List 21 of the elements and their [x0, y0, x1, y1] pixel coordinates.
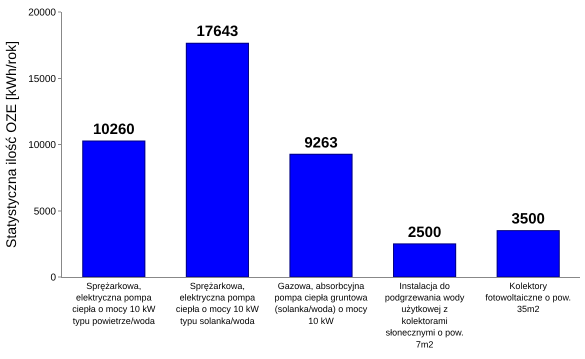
data-label: 17643 — [196, 23, 238, 40]
data-label: 10260 — [92, 121, 135, 138]
y-tick-label: 0 — [50, 272, 56, 284]
bar — [393, 243, 456, 277]
x-tick-label: Gazowa, absorbcyjna pompa ciepła gruntowa (solanka/woda) o mocy 10 kW — [274, 280, 368, 326]
y-tick-label: 20000 — [28, 8, 56, 18]
x-tick-label: Instalacja do podgrzewania wody użytkowej z kolektorami słonecznymi o pow. 7m2 — [384, 280, 465, 350]
y-tick-label: 5000 — [34, 206, 56, 218]
y-axis-title: Statystyczna ilość OZE [kWh/rok] — [2, 41, 19, 248]
x-tick-label: Kolektory fotowoltaiczne o pow. 35m2 — [485, 280, 571, 314]
bar — [186, 42, 249, 277]
data-label: 3500 — [512, 210, 545, 228]
bar — [82, 140, 146, 277]
y-tick-label: 15000 — [28, 74, 56, 85]
data-label: 9263 — [304, 134, 338, 152]
bar — [496, 230, 560, 277]
bar — [289, 154, 353, 277]
x-tick-label: Sprężarkowa, elektryczna pompa ciepła o mocy 10 kW typu powietrze/woda — [72, 280, 156, 326]
x-tick-label: Sprężarkowa, elektryczna pompa ciepła o mocy 10 kW typu solanka/woda — [176, 280, 260, 326]
y-tick-label: 10000 — [28, 140, 56, 151]
data-label: 2500 — [408, 224, 442, 241]
